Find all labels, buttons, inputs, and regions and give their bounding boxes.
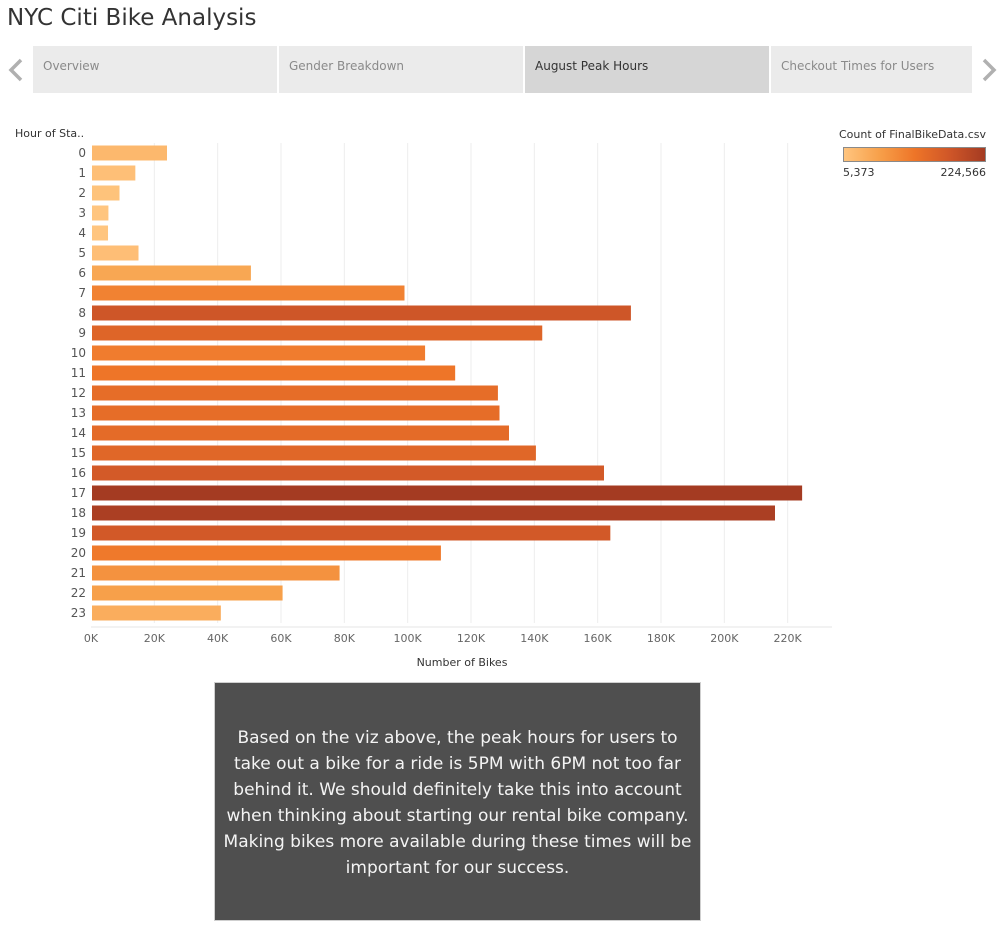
bar-hour-9	[92, 325, 543, 341]
bar-hour-8	[92, 305, 631, 321]
tab-overview[interactable]: Overview	[33, 46, 277, 93]
y-tick-label: 21	[71, 566, 86, 580]
bar-hour-23	[92, 605, 221, 621]
y-tick-label: 13	[71, 406, 86, 420]
x-tick-label: 20K	[144, 632, 166, 645]
bar-hour-19	[92, 525, 611, 541]
bar-hour-22	[92, 585, 283, 601]
x-tick-label: 100K	[394, 632, 423, 645]
y-tick-label: 12	[71, 386, 86, 400]
y-tick-label: 18	[71, 506, 86, 520]
bar-hour-0	[92, 145, 167, 161]
y-tick-label: 3	[78, 206, 86, 220]
bar-chart: 012345678910111213141516171819202122230K…	[71, 143, 832, 669]
y-tick-label: 5	[78, 246, 86, 260]
y-tick-label: 14	[71, 426, 86, 440]
bar-hour-7	[92, 285, 405, 301]
legend-color-ramp	[843, 147, 986, 162]
legend-title: Count of FinalBikeData.csv	[839, 128, 987, 141]
y-tick-label: 7	[78, 286, 86, 300]
legend-max-label: 224,566	[940, 166, 987, 179]
bar-hour-10	[92, 345, 426, 361]
bar-hour-13	[92, 405, 500, 421]
x-tick-label: 60K	[270, 632, 292, 645]
x-tick-label: 220K	[774, 632, 803, 645]
bar-hour-2	[92, 185, 120, 201]
y-tick-label: 11	[71, 366, 86, 380]
bar-hour-21	[92, 565, 340, 581]
bar-hour-11	[92, 365, 456, 381]
chevron-right-icon[interactable]	[976, 52, 1002, 88]
bar-hour-16	[92, 465, 604, 481]
tab-august-peak-hours[interactable]: August Peak Hours	[525, 46, 769, 93]
y-tick-label: 16	[71, 466, 86, 480]
x-tick-label: 40K	[207, 632, 229, 645]
tab-checkout-times[interactable]: Checkout Times for Users	[771, 46, 972, 93]
x-tick-label: 140K	[520, 632, 549, 645]
x-tick-label: 120K	[457, 632, 486, 645]
bar-hour-17	[92, 485, 803, 501]
y-tick-label: 8	[78, 306, 86, 320]
bar-hour-14	[92, 425, 509, 441]
y-tick-label: 23	[71, 606, 86, 620]
page-title: NYC Citi Bike Analysis	[7, 5, 257, 31]
y-tick-label: 0	[78, 146, 86, 160]
y-tick-label: 20	[71, 546, 86, 560]
y-tick-label: 15	[71, 446, 86, 460]
y-tick-label: 19	[71, 526, 86, 540]
y-tick-label: 4	[78, 226, 86, 240]
y-tick-label: 22	[71, 586, 86, 600]
y-tick-label: 1	[78, 166, 86, 180]
x-tick-label: 180K	[647, 632, 676, 645]
y-tick-label: 6	[78, 266, 86, 280]
tab-gender-breakdown[interactable]: Gender Breakdown	[279, 46, 523, 93]
chevron-left-icon[interactable]	[3, 52, 29, 88]
x-tick-label: 80K	[334, 632, 356, 645]
bar-hour-6	[92, 265, 251, 281]
x-axis-title: Number of Bikes	[417, 656, 508, 669]
bar-hour-18	[92, 505, 775, 521]
bar-hour-15	[92, 445, 536, 461]
bar-hour-20	[92, 545, 441, 561]
y-tick-label: 9	[78, 326, 86, 340]
x-tick-label: 0K	[84, 632, 99, 645]
bar-hour-5	[92, 245, 139, 261]
y-tick-label: 2	[78, 186, 86, 200]
y-tick-label: 17	[71, 486, 86, 500]
y-axis-title: Hour of Sta..	[15, 127, 85, 140]
y-tick-label: 10	[71, 346, 86, 360]
bar-hour-1	[92, 165, 136, 181]
x-tick-label: 160K	[584, 632, 613, 645]
bar-hour-3	[92, 205, 109, 221]
x-tick-label: 200K	[710, 632, 739, 645]
bar-hour-4	[92, 225, 109, 241]
annotation-text-box: Based on the viz above, the peak hours f…	[214, 682, 701, 921]
legend-min-label: 5,373	[843, 166, 875, 179]
bar-hour-12	[92, 385, 498, 401]
